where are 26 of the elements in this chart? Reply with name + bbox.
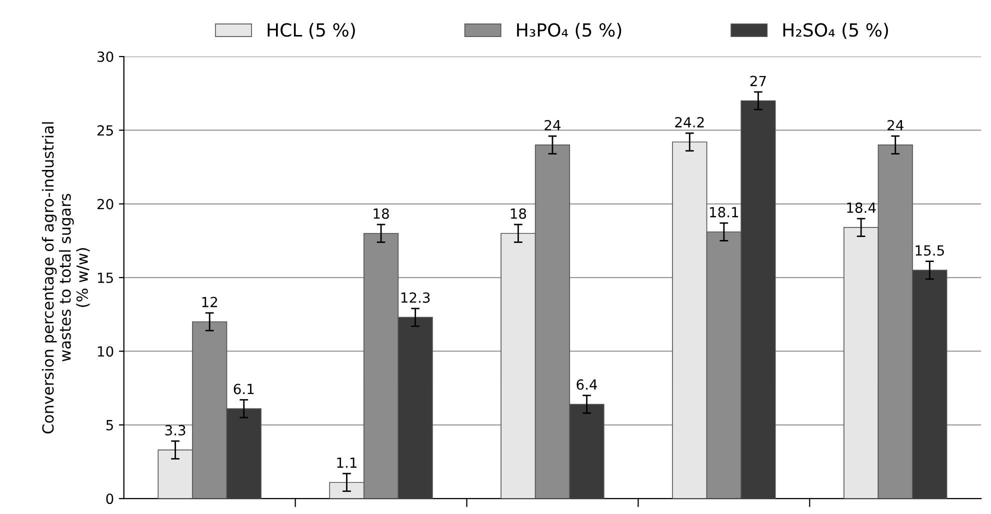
data-label: 12.3 xyxy=(401,292,430,303)
legend-label: H₃PO₄ (5 %) xyxy=(517,22,622,39)
data-label: 6.4 xyxy=(576,379,598,390)
data-label: 24 xyxy=(888,120,904,130)
legend-label: H₂SO₄ (5 %) xyxy=(783,22,888,39)
y-tick-label: 5 xyxy=(106,420,113,430)
y-tick-label: 25 xyxy=(97,125,113,136)
data-label: 3.3 xyxy=(165,424,186,436)
y-tick-label: 15 xyxy=(98,272,113,284)
data-label: 24 xyxy=(544,120,561,130)
data-label: 12 xyxy=(202,296,218,308)
data-label: 1.1 xyxy=(337,458,357,468)
data-label: 18 xyxy=(374,208,389,219)
y-tick-label: 30 xyxy=(98,52,114,62)
y-tick-label: 10 xyxy=(98,346,114,357)
data-label: 18.1 xyxy=(710,206,738,218)
y-tick-label: 20 xyxy=(97,198,114,210)
data-label: 24.2 xyxy=(675,117,704,128)
y-tick-label: 0 xyxy=(106,494,114,504)
data-label: 18.4 xyxy=(847,202,876,213)
legend-label: HCL (5 %) xyxy=(268,22,355,39)
data-label: 18 xyxy=(510,208,526,219)
data-label: 15.5 xyxy=(916,245,944,256)
data-label: 6.1 xyxy=(234,384,254,394)
data-label: 27 xyxy=(750,76,766,86)
y-axis-title: Conversion percentage of agro-industrial wastes to total sugars (% w/w) xyxy=(42,122,90,434)
